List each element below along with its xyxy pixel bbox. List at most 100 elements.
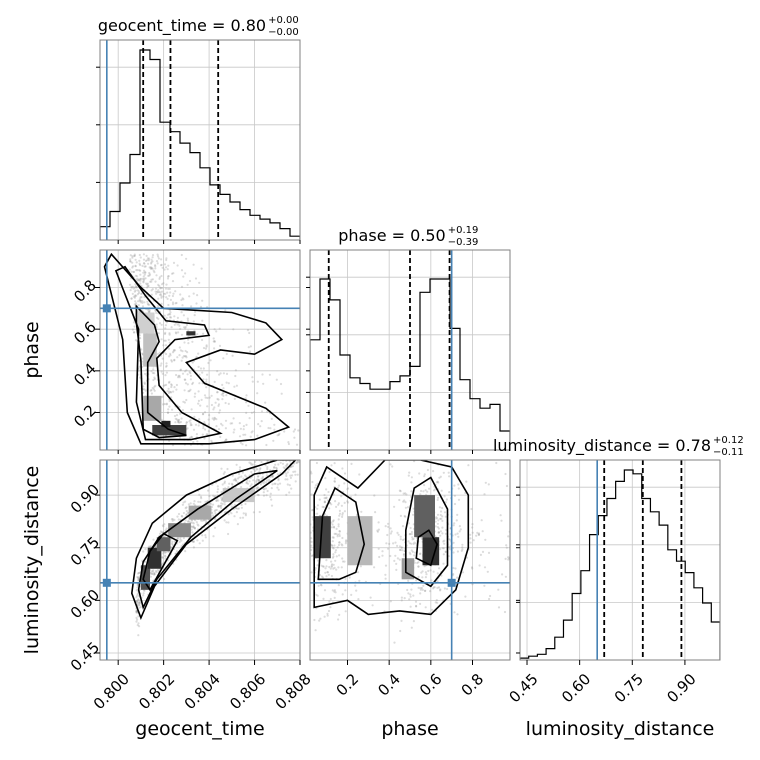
sample-point bbox=[447, 538, 451, 541]
sample-point bbox=[336, 486, 340, 489]
sample-point bbox=[139, 282, 142, 285]
sample-point bbox=[242, 477, 245, 480]
sample-point bbox=[399, 535, 402, 538]
sample-point bbox=[185, 513, 188, 516]
sample-point bbox=[160, 296, 163, 299]
sample-point bbox=[328, 470, 331, 474]
sample-point bbox=[177, 537, 180, 540]
sample-point bbox=[136, 279, 139, 282]
sample-point bbox=[318, 619, 321, 622]
panel-title-luminosity_distance: luminosity_distance = 0.78 +0.12−0.11 bbox=[493, 435, 744, 458]
sample-point bbox=[412, 594, 415, 597]
sample-point bbox=[169, 354, 172, 357]
sample-point bbox=[171, 294, 174, 298]
sample-point bbox=[477, 533, 480, 536]
sample-point bbox=[244, 514, 247, 517]
sample-point bbox=[186, 511, 189, 514]
sample-point bbox=[343, 560, 346, 563]
sample-point bbox=[171, 518, 174, 521]
sample-point bbox=[150, 392, 153, 395]
contour-line bbox=[135, 304, 187, 439]
sample-point bbox=[180, 417, 183, 420]
sample-point bbox=[142, 550, 145, 553]
sample-point bbox=[189, 374, 192, 377]
sample-point bbox=[299, 457, 301, 459]
sample-point bbox=[180, 298, 183, 302]
sample-point bbox=[247, 482, 250, 485]
sample-point bbox=[289, 476, 292, 479]
sample-point bbox=[376, 530, 379, 533]
sample-point bbox=[142, 281, 145, 284]
sample-point bbox=[417, 586, 420, 590]
sample-point bbox=[409, 593, 412, 596]
sample-point bbox=[233, 385, 236, 388]
sample-point bbox=[214, 511, 217, 515]
sample-point bbox=[135, 286, 138, 289]
sample-point bbox=[307, 507, 309, 509]
sample-point bbox=[178, 374, 181, 377]
sample-point bbox=[418, 472, 421, 475]
sample-point bbox=[392, 542, 395, 545]
sample-point bbox=[145, 286, 149, 289]
sample-point bbox=[144, 259, 148, 262]
sample-point bbox=[150, 258, 153, 261]
sample-point bbox=[217, 505, 220, 508]
sample-point bbox=[441, 532, 444, 535]
sample-point bbox=[169, 311, 172, 314]
sample-point bbox=[241, 516, 245, 519]
sample-point bbox=[166, 291, 169, 294]
sample-point bbox=[420, 571, 423, 574]
sample-point bbox=[256, 486, 259, 489]
sample-point bbox=[396, 557, 399, 560]
sample-point bbox=[138, 259, 141, 262]
sample-point bbox=[297, 461, 300, 464]
sample-point bbox=[424, 489, 427, 492]
sample-point bbox=[389, 463, 392, 466]
sample-point bbox=[389, 532, 392, 535]
sample-point bbox=[419, 588, 422, 591]
x-tick-label-geocent_time-0: 0.800 bbox=[90, 670, 133, 713]
sample-point bbox=[346, 487, 350, 490]
sample-point bbox=[198, 493, 201, 496]
sample-point bbox=[140, 296, 143, 299]
sample-point bbox=[165, 364, 168, 367]
sample-point bbox=[505, 546, 508, 549]
contour-line bbox=[415, 529, 438, 567]
sample-point bbox=[270, 417, 273, 420]
sample-point bbox=[344, 610, 347, 613]
sample-point bbox=[182, 314, 185, 317]
sample-point bbox=[149, 545, 152, 548]
sample-point bbox=[181, 350, 184, 353]
sample-point bbox=[256, 475, 259, 478]
sample-point bbox=[176, 323, 179, 326]
sample-point bbox=[200, 497, 203, 500]
sample-point bbox=[331, 520, 335, 523]
sample-point bbox=[176, 316, 179, 319]
sample-point bbox=[227, 382, 230, 385]
sample-point bbox=[150, 280, 153, 283]
sample-point bbox=[323, 615, 326, 618]
sample-point bbox=[331, 540, 334, 543]
sample-point bbox=[158, 322, 162, 325]
sample-point bbox=[154, 280, 157, 283]
sample-point bbox=[476, 531, 479, 535]
sample-point bbox=[177, 374, 180, 377]
sample-point bbox=[245, 482, 248, 485]
sample-point bbox=[292, 451, 294, 453]
x-tick-label-luminosity_distance-3: 0.90 bbox=[663, 670, 699, 706]
sample-point bbox=[245, 475, 248, 478]
sample-point bbox=[273, 428, 276, 431]
sample-point bbox=[185, 398, 188, 402]
sample-point bbox=[320, 584, 323, 587]
sample-point bbox=[166, 277, 170, 280]
sample-point bbox=[184, 500, 187, 503]
sample-point bbox=[192, 540, 195, 544]
sample-point bbox=[213, 417, 216, 420]
sample-point bbox=[166, 313, 169, 316]
sample-point bbox=[478, 532, 481, 535]
sample-point bbox=[131, 256, 134, 259]
sample-point bbox=[220, 393, 223, 396]
sample-point bbox=[138, 601, 141, 605]
sample-point bbox=[425, 573, 428, 576]
sample-point bbox=[291, 451, 293, 453]
